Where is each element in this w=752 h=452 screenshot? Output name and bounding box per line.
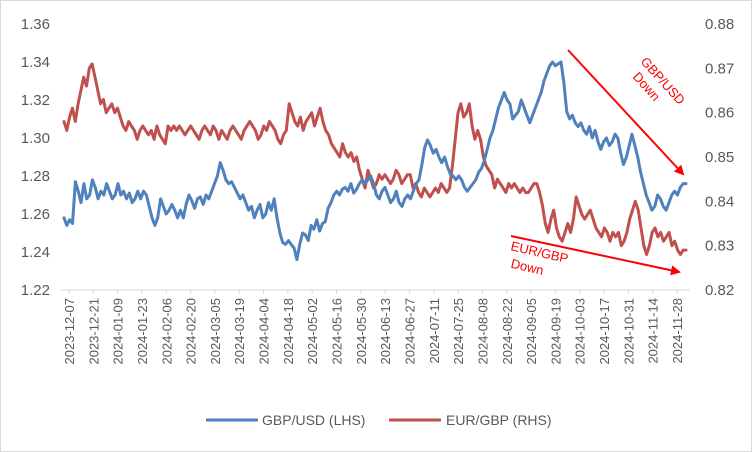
x-tick-label: 2024-04-04 xyxy=(257,298,272,365)
series-lines xyxy=(62,60,688,262)
eur-gbp-down-arrow xyxy=(510,235,681,276)
left-tick-label: 1.34 xyxy=(21,54,50,71)
x-tick-label: 2023-12-21 xyxy=(86,298,101,365)
gbp-usd-line xyxy=(62,60,688,262)
x-tick-label: 2024-07-11 xyxy=(427,298,442,364)
left-tick-label: 1.30 xyxy=(21,130,50,147)
right-tick-label: 0.82 xyxy=(705,282,734,299)
x-axis-ticks: 2023-12-07 2023-12-21 2024-01-09 2024-01-23… xyxy=(62,290,685,365)
x-tick-label: 2024-11-14 xyxy=(646,298,661,364)
left-tick-label: 1.32 xyxy=(21,92,50,109)
right-tick-label: 0.83 xyxy=(705,238,734,255)
left-tick-label: 1.26 xyxy=(21,206,50,223)
right-tick-label: 0.84 xyxy=(705,193,734,210)
eur-gbp-label-line2: Down xyxy=(509,256,545,278)
x-tick-label: 2024-05-02 xyxy=(305,298,320,365)
x-tick-label: 2024-09-19 xyxy=(548,298,563,365)
x-tick-label: 2024-10-17 xyxy=(597,298,612,365)
right-tick-label: 0.87 xyxy=(705,60,734,77)
right-tick-label: 0.85 xyxy=(705,149,734,166)
x-tick-label: 2024-08-08 xyxy=(475,298,490,365)
x-tick-label: 2024-09-05 xyxy=(524,298,539,365)
x-tick-label: 2024-05-16 xyxy=(330,298,345,365)
x-tick-label: 2024-06-13 xyxy=(378,298,393,365)
right-tick-label: 0.86 xyxy=(705,105,734,122)
gbp-usd-down-arrow xyxy=(567,49,685,176)
left-tick-label: 1.22 xyxy=(21,282,50,299)
left-tick-label: 1.28 xyxy=(21,168,50,185)
x-tick-label: 2024-10-03 xyxy=(573,298,588,365)
right-tick-label: 0.88 xyxy=(705,16,734,33)
legend-gbp-usd-label: GBP/USD (LHS) xyxy=(262,412,365,428)
x-tick-label: 2024-01-09 xyxy=(111,298,126,365)
x-tick-label: 2024-02-20 xyxy=(184,298,199,365)
left-axis-ticks: 1.22 1.24 1.26 1.28 1.30 1.32 1.34 1.36 xyxy=(21,16,50,299)
x-tick-label: 2024-05-30 xyxy=(354,298,369,365)
x-tick-label: 2024-11-28 xyxy=(670,298,685,364)
x-tick-label: 2024-10-31 xyxy=(621,298,636,365)
legend: GBP/USD (LHS) EUR/GBP (RHS) xyxy=(206,412,552,428)
left-tick-label: 1.24 xyxy=(21,244,50,261)
x-tick-label: 2024-07-25 xyxy=(451,298,466,365)
x-tick-label: 2023-12-07 xyxy=(62,298,77,365)
x-tick-label: 2024-03-05 xyxy=(208,298,223,365)
x-tick-label: 2024-02-06 xyxy=(159,298,174,365)
x-tick-label: 2024-03-19 xyxy=(232,298,247,365)
x-tick-label: 2024-06-27 xyxy=(402,298,417,365)
x-tick-label: 2024-01-23 xyxy=(135,298,150,365)
legend-eur-gbp-label: EUR/GBP (RHS) xyxy=(446,412,552,428)
x-tick-label: 2024-04-18 xyxy=(281,298,296,365)
right-axis-ticks: 0.82 0.83 0.84 0.85 0.86 0.87 0.88 xyxy=(705,16,734,299)
left-tick-label: 1.36 xyxy=(21,16,50,33)
x-tick-label: 2024-08-22 xyxy=(500,298,515,365)
